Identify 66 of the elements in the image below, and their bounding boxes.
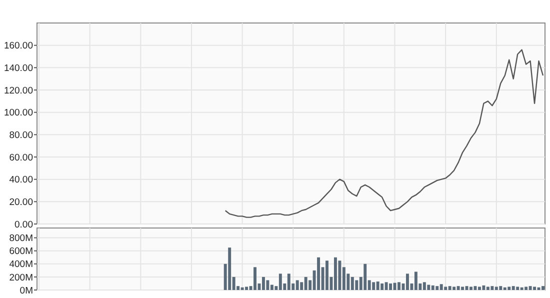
bar: [406, 274, 409, 290]
bar: [542, 286, 544, 290]
bar: [266, 280, 270, 290]
bar: [334, 257, 337, 290]
y-tick-label: 20.00: [9, 196, 33, 208]
y-tick-label: 80.00: [9, 130, 33, 141]
bar: [228, 248, 232, 290]
y-tick-label: 40.00: [9, 174, 33, 186]
bar: [444, 286, 448, 290]
bar: [278, 274, 282, 290]
bar: [422, 282, 426, 290]
bar: [245, 286, 248, 290]
bar: [364, 264, 367, 290]
y-tick-label: 0M: [20, 285, 34, 296]
bar: [486, 286, 490, 290]
bar: [448, 286, 452, 290]
bar: [254, 267, 256, 290]
bar: [296, 280, 299, 290]
bar: [317, 257, 320, 290]
bar: [240, 287, 244, 290]
bar: [533, 286, 536, 290]
bar: [490, 286, 494, 290]
bar: [372, 282, 376, 290]
bar: [482, 285, 486, 290]
y-tick-label: 0.00: [14, 219, 33, 230]
y-tick-label: 600M: [9, 246, 34, 258]
y-tick-label: 400M: [9, 259, 34, 270]
y-tick-label: 120.00: [4, 85, 33, 96]
bar: [414, 272, 418, 290]
bar: [287, 274, 290, 290]
bar: [528, 286, 532, 290]
bar: [376, 282, 380, 290]
bar: [503, 287, 506, 290]
bar: [398, 282, 400, 290]
bar: [524, 286, 528, 290]
y-tick-label: 60.00: [9, 152, 33, 164]
bar: [355, 280, 358, 290]
bar: [516, 286, 520, 290]
bar: [512, 286, 515, 290]
bar: [461, 286, 464, 290]
bar: [508, 286, 511, 290]
y-tick-label: 100.00: [4, 108, 33, 119]
bar: [262, 276, 265, 290]
bar: [452, 286, 456, 290]
bar: [389, 283, 392, 290]
bar: [431, 285, 434, 290]
bar: [338, 260, 342, 290]
bar: [470, 286, 472, 290]
bar: [380, 283, 384, 290]
y-tick-label: 160.00: [4, 40, 33, 52]
bar: [520, 287, 524, 290]
bar: [494, 286, 498, 290]
y-tick-label: 200M: [9, 272, 34, 284]
y-tick-label: 800M: [9, 233, 34, 244]
bar: [427, 284, 430, 290]
bar: [304, 276, 308, 290]
bar: [478, 286, 481, 290]
y-tick-label: 140.00: [4, 62, 33, 74]
bar: [350, 276, 354, 290]
bar: [384, 282, 388, 290]
bar: [326, 260, 328, 290]
bar: [499, 286, 502, 290]
bar: [436, 286, 439, 290]
bar: [440, 284, 443, 290]
line-series: [224, 49, 544, 218]
bar: [456, 286, 460, 290]
